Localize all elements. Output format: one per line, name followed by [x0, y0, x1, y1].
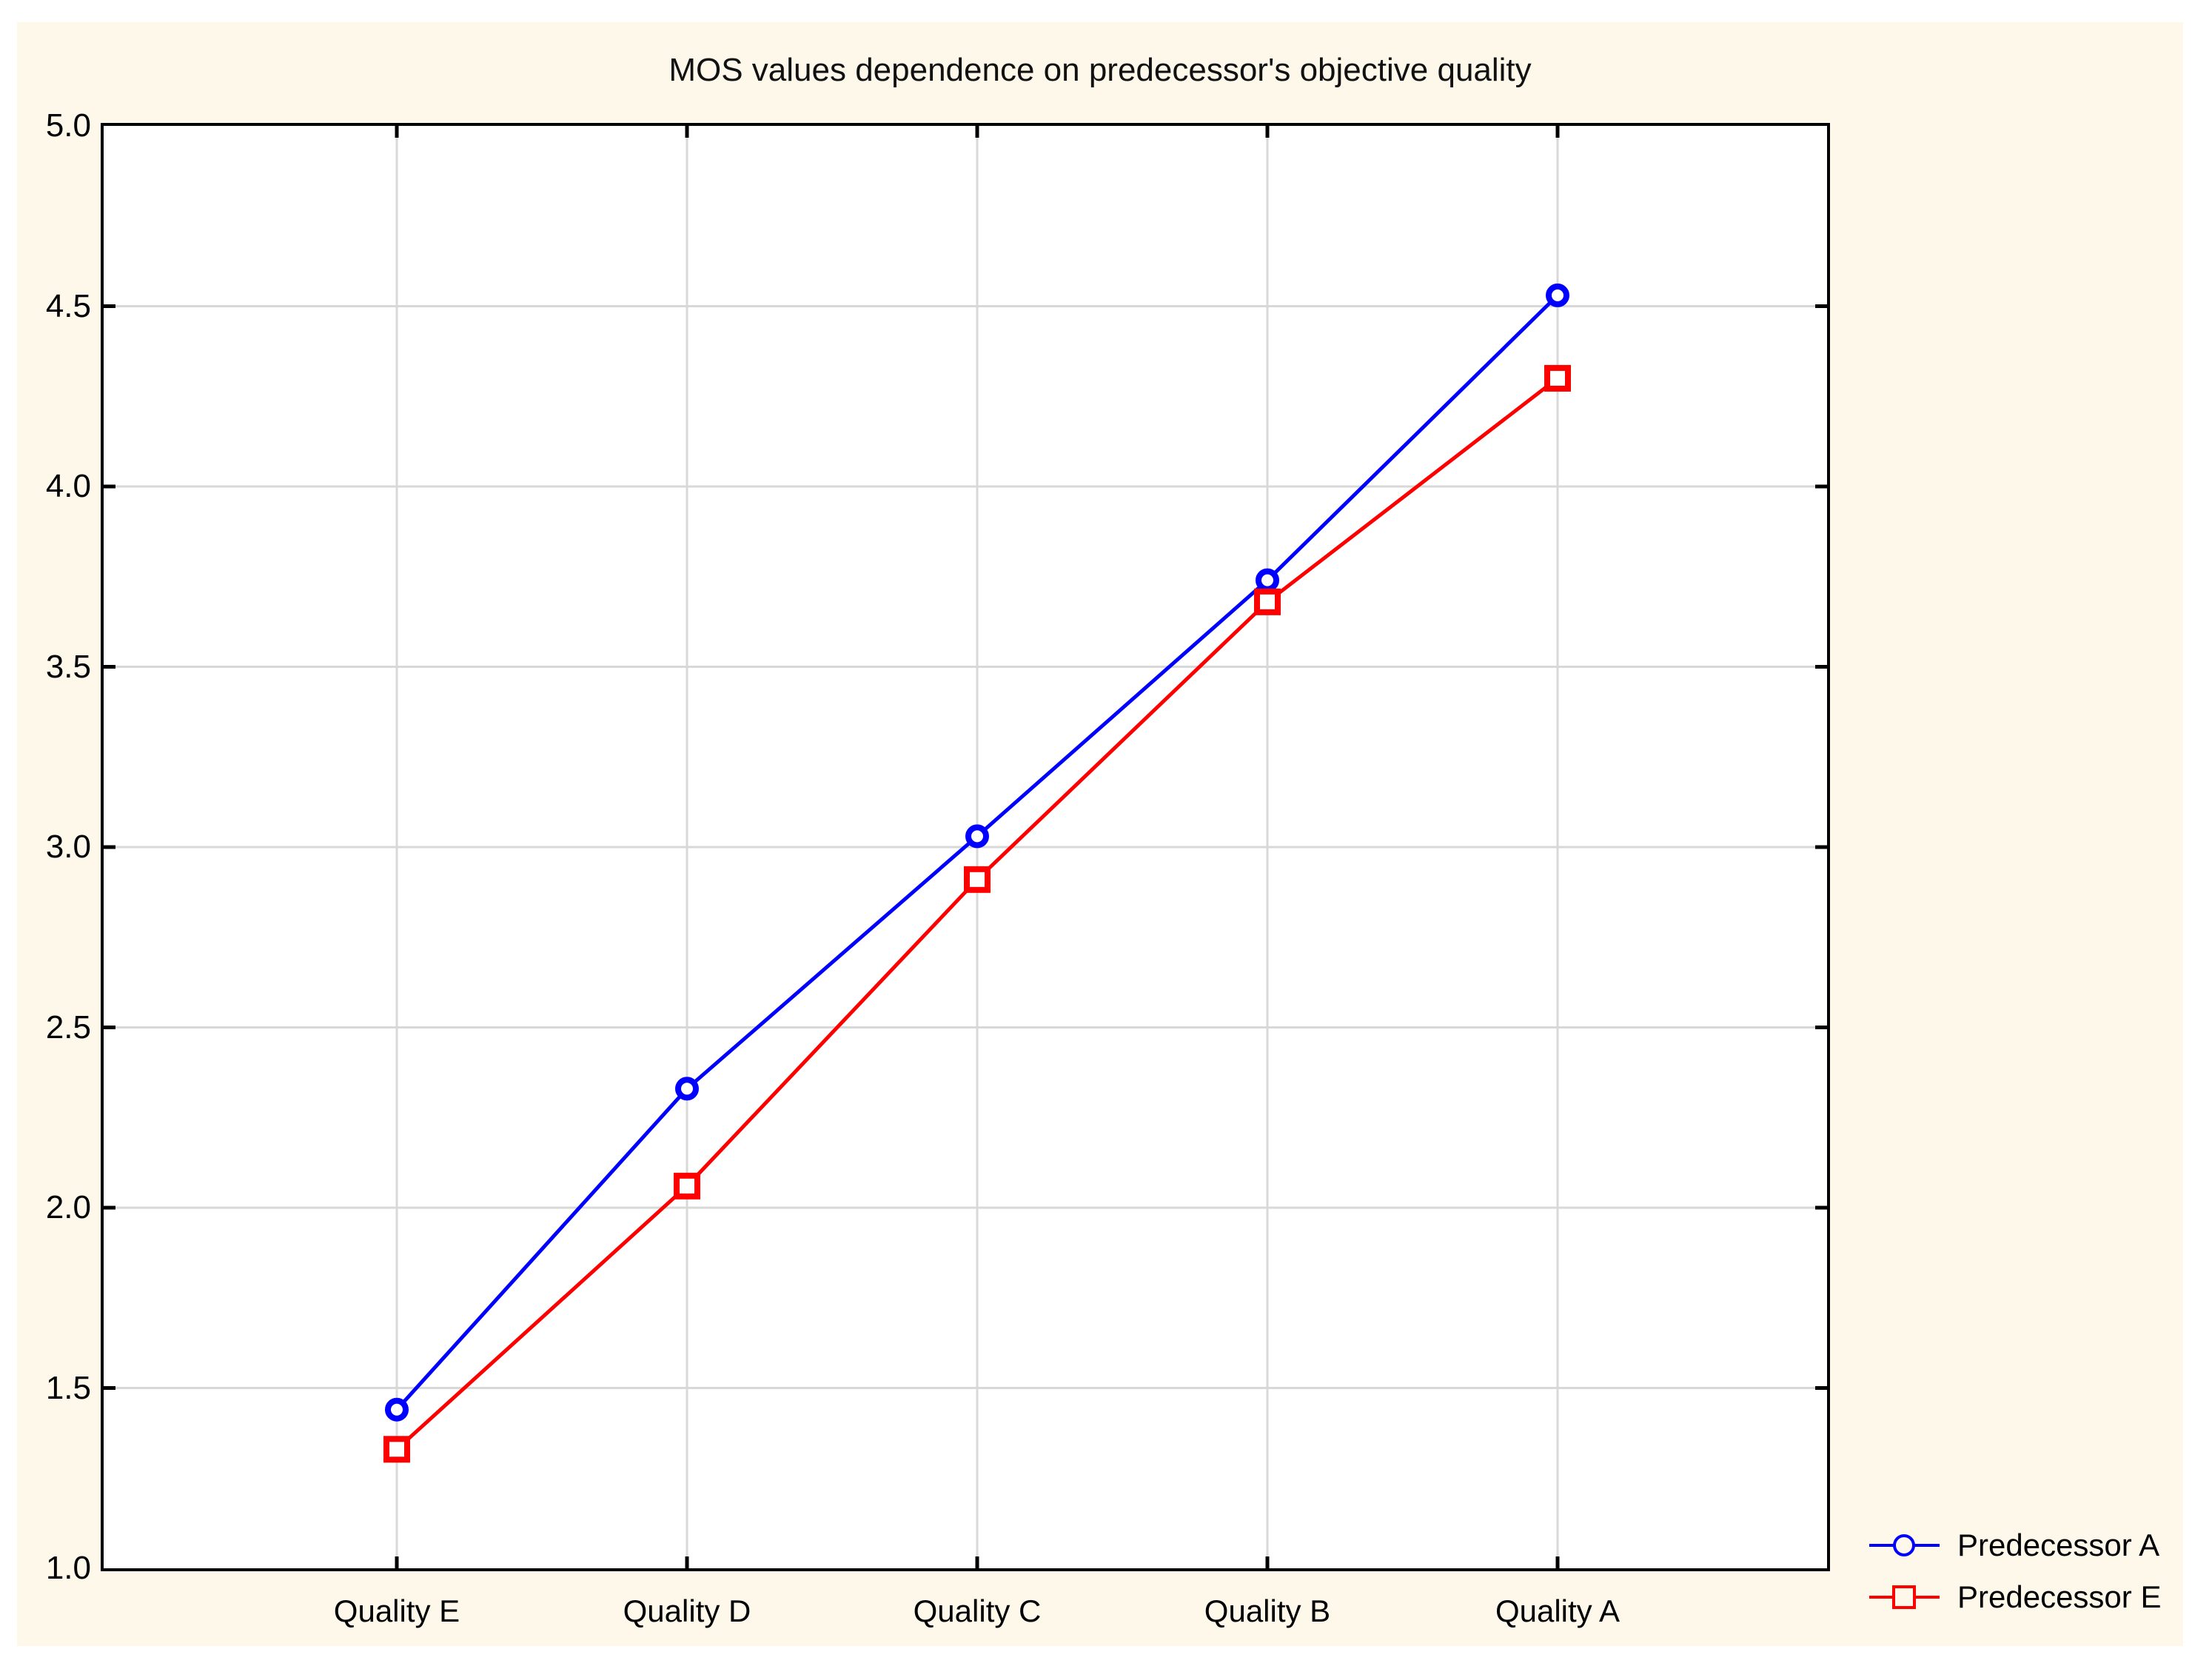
data-point-marker — [674, 1172, 700, 1200]
plot-svg — [104, 126, 1827, 1568]
y-tick-label: 4.0 — [45, 468, 91, 504]
data-point-marker — [1256, 568, 1279, 592]
data-point-marker — [1546, 283, 1569, 307]
y-tick-label: 1.0 — [45, 1550, 91, 1586]
legend-label: Predecessor A — [1957, 1528, 2160, 1562]
y-tick-label: 5.0 — [45, 107, 91, 144]
x-tick-label: Quality A — [1495, 1593, 1621, 1628]
y-tick-label: 3.5 — [45, 648, 91, 685]
data-point-marker — [1254, 588, 1281, 615]
data-point-marker — [964, 866, 991, 893]
data-point-marker — [385, 1397, 409, 1422]
y-tick-label: 3.0 — [45, 829, 91, 865]
x-tick-label: Quality B — [1204, 1593, 1331, 1628]
plot-area — [101, 123, 1830, 1571]
x-tick-label: Quality E — [333, 1593, 460, 1628]
legend-row: Predecessor E — [1869, 1571, 2161, 1623]
y-tick-label: 2.5 — [45, 1009, 91, 1046]
y-tick-label: 1.5 — [45, 1369, 91, 1406]
data-point-marker — [675, 1077, 699, 1101]
y-tick-label: 2.0 — [45, 1189, 91, 1225]
legend-row: Predecessor A — [1869, 1519, 2161, 1571]
data-point-marker — [965, 824, 989, 849]
x-tick-label: Quality C — [913, 1593, 1042, 1628]
legend-label: Predecessor E — [1957, 1579, 2162, 1614]
data-point-marker — [383, 1436, 410, 1463]
legend-swatch-circle-icon — [1869, 1534, 1940, 1556]
data-point-marker — [1544, 364, 1571, 392]
legend: Predecessor A Predecessor E — [1869, 1519, 2161, 1623]
x-tick-label: Quality D — [623, 1593, 751, 1628]
y-tick-label: 4.5 — [45, 287, 91, 324]
legend-swatch-square-icon — [1869, 1585, 1940, 1609]
chart-figure: MOS values dependence on predecessor's o… — [17, 22, 2183, 1646]
chart-title: MOS values dependence on predecessor's o… — [668, 52, 1532, 88]
